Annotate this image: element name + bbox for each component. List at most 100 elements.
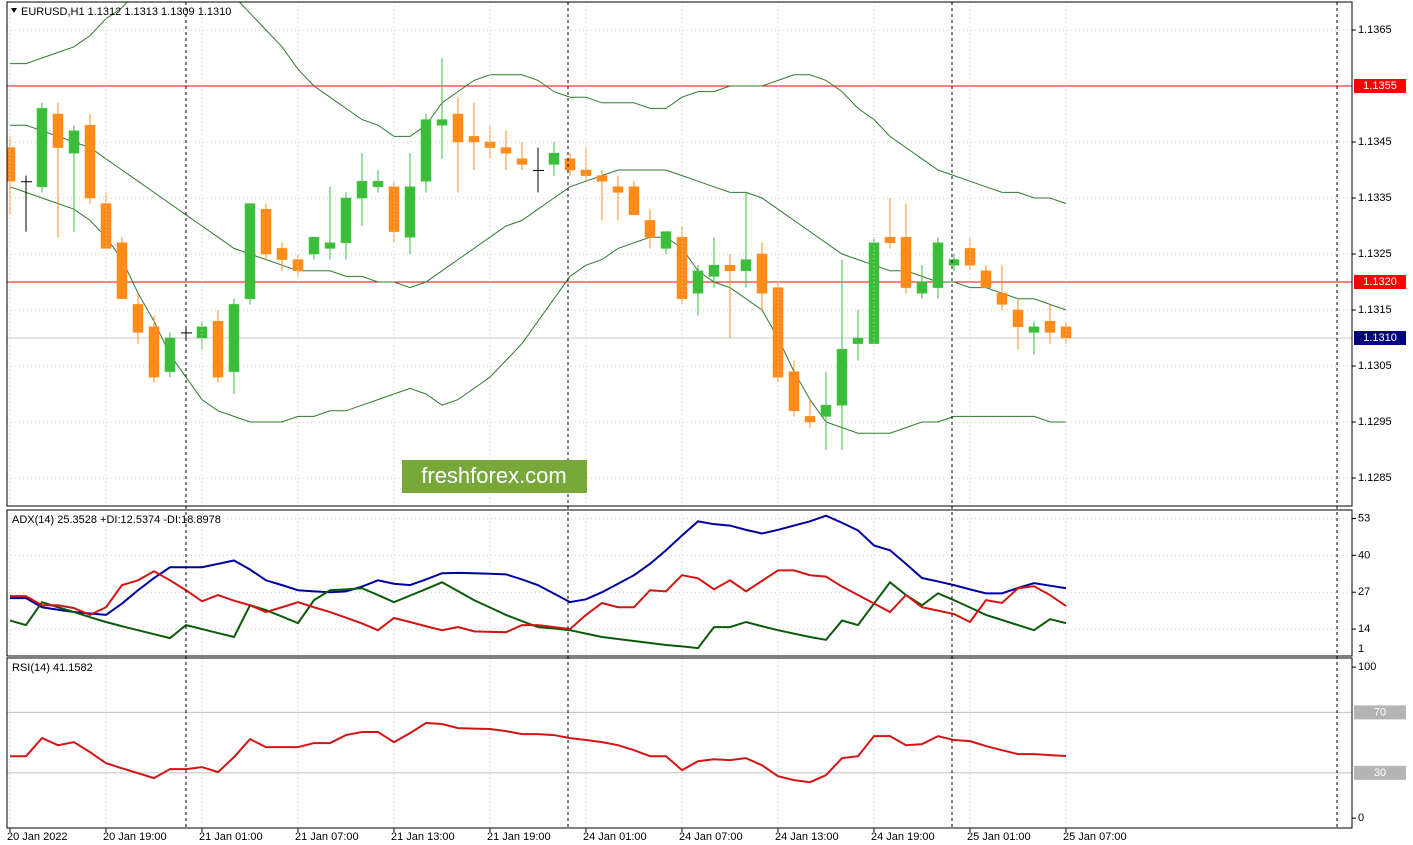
candle-body bbox=[804, 416, 816, 423]
watermark-box bbox=[402, 460, 587, 493]
candle-body bbox=[820, 404, 832, 417]
y-tick-label: 1.1285 bbox=[1358, 472, 1392, 484]
candle-body bbox=[500, 147, 512, 154]
candle-body bbox=[916, 281, 928, 294]
y-tick-label: 40 bbox=[1358, 549, 1370, 561]
candle-body bbox=[132, 304, 144, 333]
panel-plot bbox=[7, 711, 1352, 784]
y-tick-label: 1.1335 bbox=[1358, 192, 1392, 204]
candle-body bbox=[564, 158, 576, 171]
candle-body bbox=[1028, 326, 1040, 333]
candle-body bbox=[420, 119, 432, 182]
x-tick-label: 20 Jan 2022 bbox=[7, 831, 68, 843]
series-line bbox=[9, 186, 1066, 434]
candle-body bbox=[324, 242, 336, 249]
watermark: freshforex.com bbox=[421, 463, 567, 488]
candle-body bbox=[644, 220, 656, 238]
candle-body bbox=[468, 136, 480, 143]
y-tick-label: 1.1305 bbox=[1358, 360, 1392, 372]
x-tick-label: 24 Jan 13:00 bbox=[775, 831, 839, 843]
candle-body bbox=[788, 371, 800, 412]
candle-body bbox=[196, 326, 208, 339]
candle-body bbox=[7, 147, 16, 182]
panel-plot bbox=[7, 2, 1352, 479]
x-tick-label: 25 Jan 07:00 bbox=[1063, 831, 1127, 843]
level-label-box bbox=[1354, 765, 1406, 780]
candle-body bbox=[596, 175, 608, 182]
x-tick-label: 24 Jan 01:00 bbox=[583, 831, 647, 843]
candle-body bbox=[980, 270, 992, 288]
candle-body bbox=[228, 304, 240, 372]
main-panel-frame bbox=[6, 1, 1353, 507]
candle-body bbox=[36, 108, 48, 188]
candle-body bbox=[884, 236, 896, 244]
y-tick-label: 1.1295 bbox=[1358, 416, 1392, 428]
candle-body bbox=[116, 242, 128, 300]
y-tick-label: 1 bbox=[1358, 643, 1364, 655]
candle-body bbox=[516, 158, 528, 165]
candle-body bbox=[900, 236, 912, 288]
candle-body bbox=[772, 287, 784, 378]
candle-body bbox=[436, 119, 448, 126]
level-label-box bbox=[1354, 275, 1406, 289]
candle-body bbox=[996, 292, 1008, 305]
series-line bbox=[10, 2, 1067, 205]
y-tick-label: 1.1315 bbox=[1358, 304, 1392, 316]
candle-body bbox=[868, 242, 880, 344]
level-label: 1.1355 bbox=[1363, 80, 1397, 92]
candle-body bbox=[932, 242, 944, 288]
panel-title: RSI(14) 41.1582 bbox=[12, 662, 93, 674]
x-tick-label: 21 Jan 13:00 bbox=[391, 831, 455, 843]
x-tick-label: 21 Jan 07:00 bbox=[295, 831, 359, 843]
adx-panel-frame bbox=[6, 509, 1353, 657]
candle-body bbox=[660, 231, 672, 249]
x-tick-label: 24 Jan 07:00 bbox=[679, 831, 743, 843]
candle-body bbox=[21, 181, 32, 183]
level-label: 1.1310 bbox=[1363, 332, 1397, 344]
series-line bbox=[9, 580, 1067, 650]
y-tick-label: 27 bbox=[1358, 586, 1370, 598]
candle-body bbox=[340, 197, 352, 244]
candle-body bbox=[356, 180, 368, 199]
level-label-box bbox=[1354, 331, 1406, 345]
candle-body bbox=[148, 326, 160, 378]
level-label: 70 bbox=[1374, 706, 1386, 718]
candle-body bbox=[68, 130, 80, 154]
candle-body bbox=[756, 253, 768, 294]
candle-body bbox=[964, 248, 976, 266]
candle-body bbox=[1044, 320, 1056, 333]
candle-body bbox=[1060, 326, 1072, 339]
candle-body bbox=[452, 113, 464, 143]
y-tick-label: 53 bbox=[1358, 512, 1370, 524]
x-tick-label: 21 Jan 01:00 bbox=[199, 831, 263, 843]
symbol-menu-icon[interactable] bbox=[11, 8, 17, 13]
candle-body bbox=[308, 236, 320, 255]
y-tick-label: 1.1325 bbox=[1358, 248, 1392, 260]
y-tick-label: 1.1365 bbox=[1358, 24, 1392, 36]
candle-body bbox=[52, 113, 64, 148]
candle-body bbox=[852, 337, 864, 344]
candle-body bbox=[260, 208, 272, 255]
plot-layer bbox=[7, 2, 1352, 828]
candle-body bbox=[84, 124, 96, 199]
candle-body bbox=[372, 180, 384, 188]
candle-body bbox=[244, 203, 256, 300]
candle-body bbox=[692, 270, 704, 294]
candle-body bbox=[612, 186, 624, 193]
candle-body bbox=[628, 186, 640, 216]
candle-body bbox=[388, 186, 400, 232]
x-tick-label: 20 Jan 19:00 bbox=[103, 831, 167, 843]
rsi-panel-frame bbox=[6, 657, 1353, 829]
candle-body bbox=[740, 259, 752, 272]
x-tick-label: 21 Jan 19:00 bbox=[487, 831, 551, 843]
candle-body bbox=[1012, 309, 1024, 328]
candle-body bbox=[708, 264, 720, 277]
level-label: 1.1320 bbox=[1363, 276, 1397, 288]
x-tick-label: 24 Jan 19:00 bbox=[871, 831, 935, 843]
panel-title: ADX(14) 25.3528 +DI:12.5374 -DI:18.8978 bbox=[12, 514, 221, 526]
level-label-box bbox=[1354, 705, 1406, 720]
candle-body bbox=[948, 259, 960, 266]
x-tick-label: 25 Jan 01:00 bbox=[967, 831, 1031, 843]
